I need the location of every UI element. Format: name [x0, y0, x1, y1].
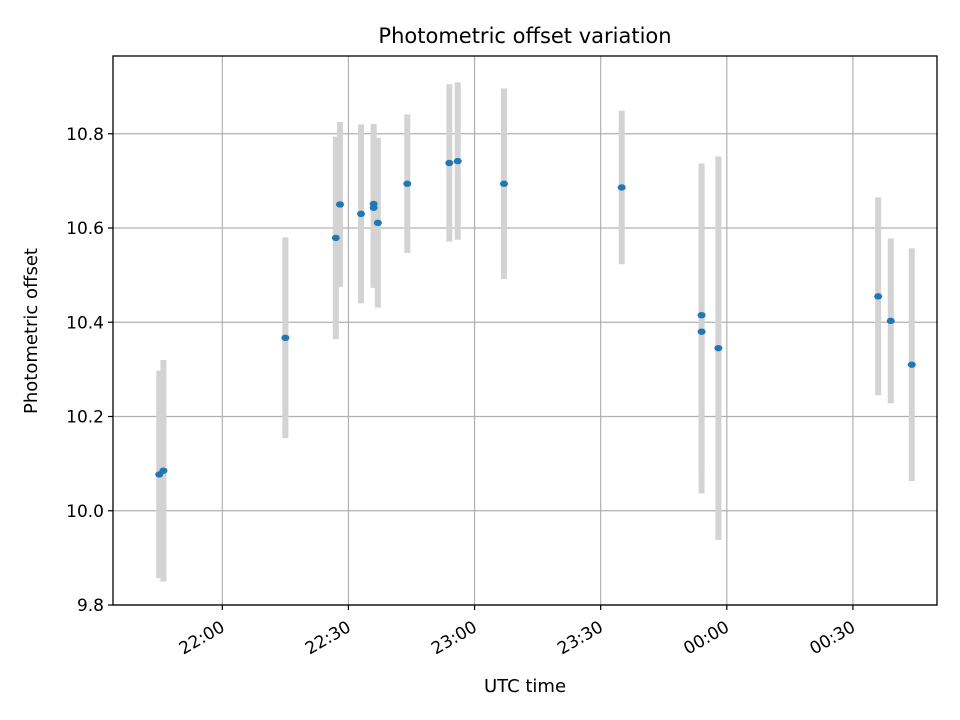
data-point [886, 317, 895, 325]
data-point [445, 159, 454, 167]
point-layer [155, 157, 916, 478]
data-point [357, 210, 366, 218]
data-point [499, 180, 508, 187]
y-tick-label: 10.2 [66, 408, 104, 428]
y-tick-label: 10.8 [66, 125, 104, 145]
y-tick-label: 9.8 [77, 596, 104, 616]
data-point [331, 234, 340, 242]
data-point [617, 184, 626, 191]
data-point [697, 311, 706, 319]
data-point [403, 180, 412, 187]
data-point [453, 157, 462, 165]
data-point [373, 219, 382, 227]
y-axis-title: Photometric offset [21, 248, 42, 414]
data-point [336, 201, 345, 208]
plot-frame [112, 55, 938, 606]
data-point [874, 293, 883, 300]
x-axis-title: UTC time [484, 676, 566, 697]
data-point [697, 328, 706, 335]
data-point [281, 334, 290, 342]
data-point [907, 361, 916, 368]
data-point [159, 467, 168, 474]
chart-title: Photometric offset variation [378, 24, 671, 48]
y-tick-label: 10.0 [66, 502, 104, 522]
y-tick-label: 10.4 [66, 313, 104, 333]
y-tick-label: 10.6 [66, 219, 104, 239]
data-point [369, 204, 378, 211]
data-point [714, 344, 723, 352]
